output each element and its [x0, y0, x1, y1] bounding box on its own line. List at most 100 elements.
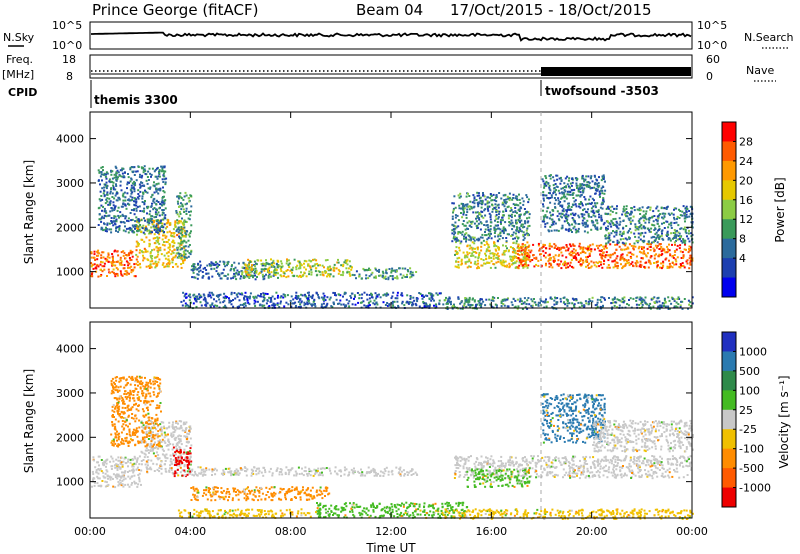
- power-cell-7: [284, 295, 287, 298]
- power-cell-7: [428, 297, 431, 300]
- power-cell-0: [111, 256, 114, 259]
- power-cell-1: [136, 227, 138, 230]
- power-cell-13: [491, 296, 494, 299]
- power-cell-12: [650, 230, 652, 233]
- power-cell-7: [260, 295, 263, 298]
- power-cell-10: [473, 196, 476, 199]
- power-cell-10: [475, 220, 478, 223]
- power-cell-12: [653, 229, 656, 231]
- power-cell-13: [591, 300, 594, 303]
- power-cell-8: [490, 256, 493, 259]
- power-cell-9: [673, 254, 676, 256]
- power-cell-9: [623, 259, 626, 262]
- power-cell-12: [644, 212, 647, 215]
- power-cell-11: [541, 178, 544, 181]
- power-cell-1: [171, 258, 174, 261]
- power-cell-3: [177, 256, 180, 259]
- power-cell-9: [593, 248, 596, 251]
- power-cell-7: [433, 299, 435, 302]
- power-cell-8: [487, 243, 490, 246]
- power-cell-7: [279, 302, 282, 305]
- power-cell-9: [530, 249, 533, 252]
- power-cell-9: [573, 244, 576, 247]
- power-cell-11: [587, 208, 589, 211]
- power-cell-0: [96, 264, 98, 267]
- power-cell-12: [613, 207, 616, 210]
- power-cell-10: [517, 204, 520, 207]
- power-cell-10: [491, 208, 494, 211]
- power-cell-4: [213, 267, 216, 270]
- power-cell-11: [565, 197, 568, 200]
- power-cell-13: [461, 307, 464, 310]
- power-cell-10: [481, 202, 484, 205]
- power-cell-7: [193, 296, 196, 299]
- power-cell-11: [559, 215, 562, 218]
- power-cell-6: [388, 268, 391, 270]
- power-cell-7: [344, 304, 347, 307]
- power-cell-2: [153, 185, 156, 188]
- power-cell-9: [602, 254, 605, 257]
- power-cell-10: [500, 222, 502, 225]
- power-cell-13: [451, 307, 454, 310]
- velocity-cell-0: [123, 471, 126, 474]
- power-cell-3: [181, 217, 183, 220]
- power-cell-13: [691, 302, 694, 305]
- power-cell-9: [567, 266, 570, 269]
- power-cell-11: [557, 197, 560, 200]
- power-cell-7: [204, 303, 207, 306]
- power-cell-9: [683, 248, 686, 251]
- power-cell-8: [515, 242, 518, 245]
- power-cell-1: [167, 255, 170, 258]
- power-cell-12: [622, 227, 625, 230]
- power-cell-11: [596, 188, 599, 191]
- power-cell-8: [492, 255, 495, 258]
- power-cell-7: [386, 302, 389, 304]
- power-cell-2: [146, 191, 149, 194]
- power-cell-1: [155, 245, 158, 248]
- power-cell-8: [471, 252, 474, 255]
- velocity-cell-0: [135, 468, 138, 471]
- power-cell-13: [520, 300, 523, 303]
- power-cell-10: [477, 205, 480, 208]
- power-cell-11: [563, 220, 566, 223]
- power-cell-10: [510, 216, 513, 219]
- power-cell-8: [496, 252, 499, 255]
- power-cell-2: [124, 215, 127, 218]
- power-cell-0: [122, 254, 125, 257]
- power-cell-1: [147, 223, 150, 226]
- power-cell-11: [587, 184, 590, 187]
- power-cell-8: [476, 267, 479, 270]
- power-cell-9: [671, 243, 673, 246]
- power-cell-0: [129, 249, 132, 252]
- power-cell-7: [204, 300, 207, 303]
- power-cell-8: [493, 254, 496, 257]
- power-cell-2: [120, 175, 123, 178]
- power-cell-7: [218, 294, 221, 296]
- power-cell-3: [190, 250, 193, 253]
- power-cell-6: [366, 269, 369, 272]
- power-cell-13: [611, 298, 614, 301]
- power-cell-11: [575, 230, 578, 233]
- power-cell-10: [472, 211, 475, 214]
- power-cell-10: [509, 222, 512, 225]
- power-cell-2: [108, 214, 111, 217]
- power-cell-11: [588, 198, 591, 201]
- velocity-cell-0: [114, 476, 117, 479]
- power-cell-10: [511, 221, 514, 224]
- power-cell-2: [117, 171, 120, 174]
- power-cell-7: [388, 303, 391, 306]
- power-cell-5: [351, 266, 353, 269]
- power-cell-9: [616, 243, 619, 246]
- power-cell-13: [514, 299, 517, 302]
- power-cell-12: [625, 225, 628, 227]
- nsearch-label: N.Search: [744, 31, 794, 44]
- power-cell-7: [278, 306, 281, 308]
- power-cell-13: [453, 306, 456, 308]
- power-cell-10: [478, 194, 481, 197]
- power-cell-9: [664, 251, 667, 254]
- power-cell-5: [333, 263, 336, 266]
- power-cell-2: [161, 213, 164, 216]
- power-cell-13: [643, 299, 646, 302]
- power-cell-2: [152, 198, 155, 201]
